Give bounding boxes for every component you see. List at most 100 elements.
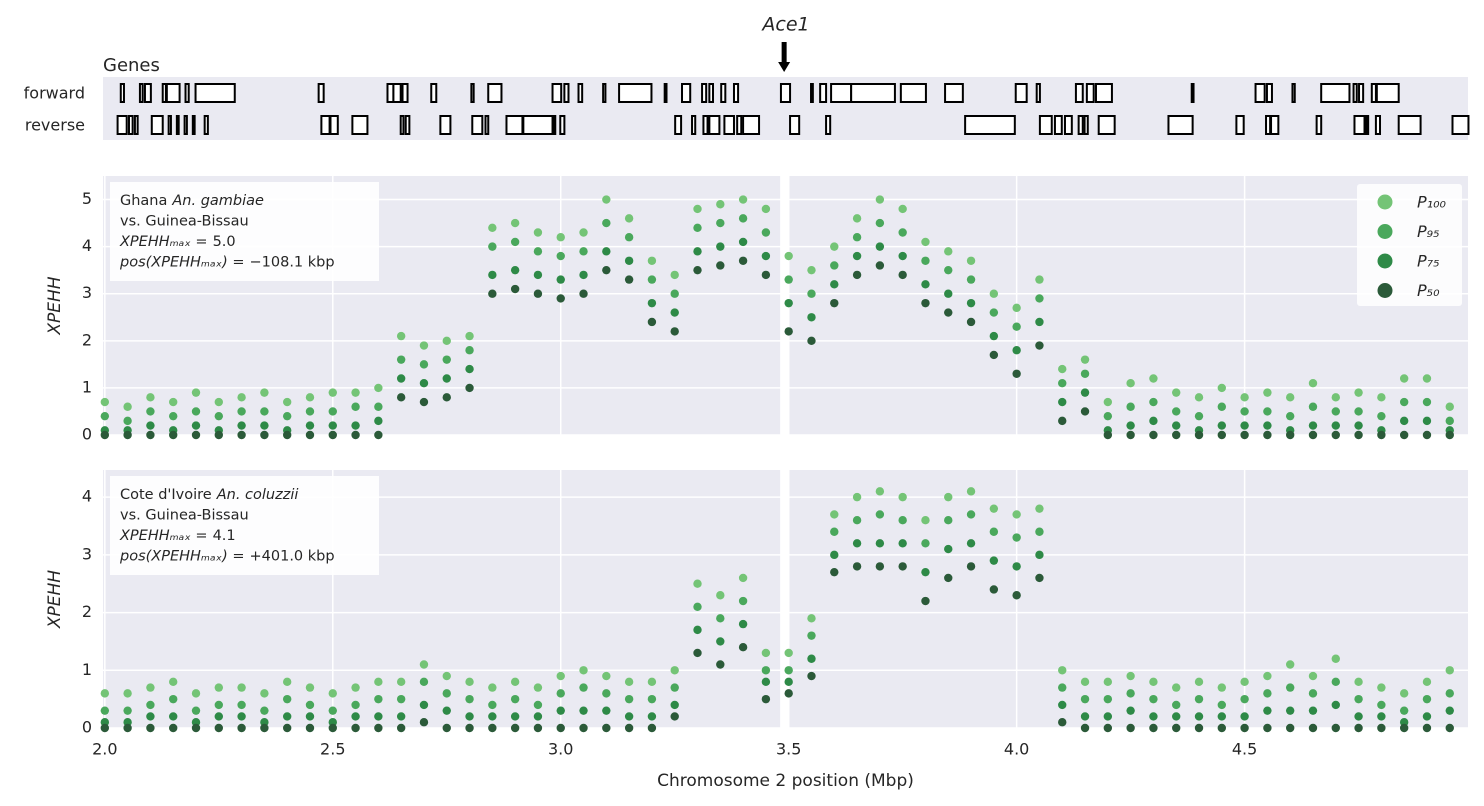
gene (522, 115, 554, 135)
point (328, 718, 337, 727)
point (1126, 671, 1135, 681)
point (807, 614, 816, 623)
gene (430, 83, 438, 103)
point (396, 712, 406, 721)
point (1263, 671, 1272, 681)
point (1399, 397, 1409, 407)
point (1308, 379, 1318, 388)
point (807, 671, 816, 681)
gene (1035, 83, 1041, 103)
point (1103, 723, 1113, 733)
point (1103, 677, 1113, 687)
point (921, 237, 930, 247)
point (1308, 671, 1318, 681)
row-label: forward (24, 84, 85, 103)
point (579, 666, 588, 675)
annotation-text: XPEHHₘₐₓ = (119, 234, 208, 250)
point (510, 237, 520, 247)
point (123, 416, 132, 426)
gene (505, 115, 524, 135)
point (944, 573, 953, 583)
point (305, 393, 315, 402)
point (533, 712, 543, 721)
point (1103, 430, 1113, 440)
gene (1167, 115, 1194, 135)
point (602, 689, 611, 698)
point (716, 242, 725, 251)
gene (825, 115, 832, 135)
point (374, 723, 383, 733)
point (282, 694, 292, 704)
gene (708, 83, 715, 103)
point (830, 550, 839, 560)
point (282, 723, 292, 733)
point (533, 289, 543, 298)
point (214, 712, 224, 721)
point (624, 677, 634, 687)
point (624, 214, 634, 223)
point (1354, 388, 1363, 397)
point (465, 346, 474, 355)
point (556, 294, 565, 303)
gene (691, 115, 697, 135)
point (966, 275, 976, 284)
point (282, 677, 292, 687)
point (1263, 706, 1272, 715)
x-tick-label: 3.5 (776, 740, 801, 759)
point (328, 689, 337, 698)
point (1331, 654, 1340, 663)
point (966, 298, 976, 308)
point (1126, 723, 1135, 733)
gene (1038, 115, 1053, 135)
point (1377, 700, 1386, 710)
point (1285, 411, 1295, 421)
point (169, 723, 178, 733)
point (761, 204, 771, 214)
point (1217, 430, 1227, 440)
point (784, 327, 793, 336)
gene (1014, 83, 1028, 103)
point (1172, 430, 1181, 440)
point (442, 393, 451, 402)
point (328, 430, 337, 440)
point (807, 336, 816, 346)
gene (723, 115, 735, 135)
y-tick-label: 1 (82, 377, 92, 396)
gene (819, 83, 828, 103)
point (624, 256, 634, 265)
point (944, 247, 953, 256)
point (989, 350, 999, 360)
point (260, 718, 269, 727)
point (442, 355, 451, 364)
point (1263, 421, 1272, 430)
point (1149, 712, 1158, 721)
point (237, 723, 246, 733)
gene (1265, 83, 1273, 103)
point (1331, 700, 1340, 710)
point (624, 694, 634, 704)
point (784, 298, 793, 308)
point (898, 539, 907, 548)
point (100, 430, 110, 440)
point (169, 430, 178, 440)
point (123, 723, 132, 733)
point (328, 407, 337, 416)
point (488, 683, 497, 692)
gene (392, 83, 402, 103)
point (1422, 397, 1432, 407)
point (328, 421, 337, 430)
point (898, 270, 907, 280)
point (1035, 294, 1044, 303)
point (260, 689, 269, 698)
point (442, 723, 451, 733)
gap (780, 176, 789, 435)
point (328, 723, 337, 733)
gene (830, 83, 853, 103)
point (1263, 689, 1272, 698)
gene (439, 115, 452, 135)
point (966, 510, 976, 519)
point (602, 265, 611, 275)
point (510, 218, 520, 228)
point (738, 256, 748, 265)
y-tick-label: 2 (82, 330, 92, 349)
